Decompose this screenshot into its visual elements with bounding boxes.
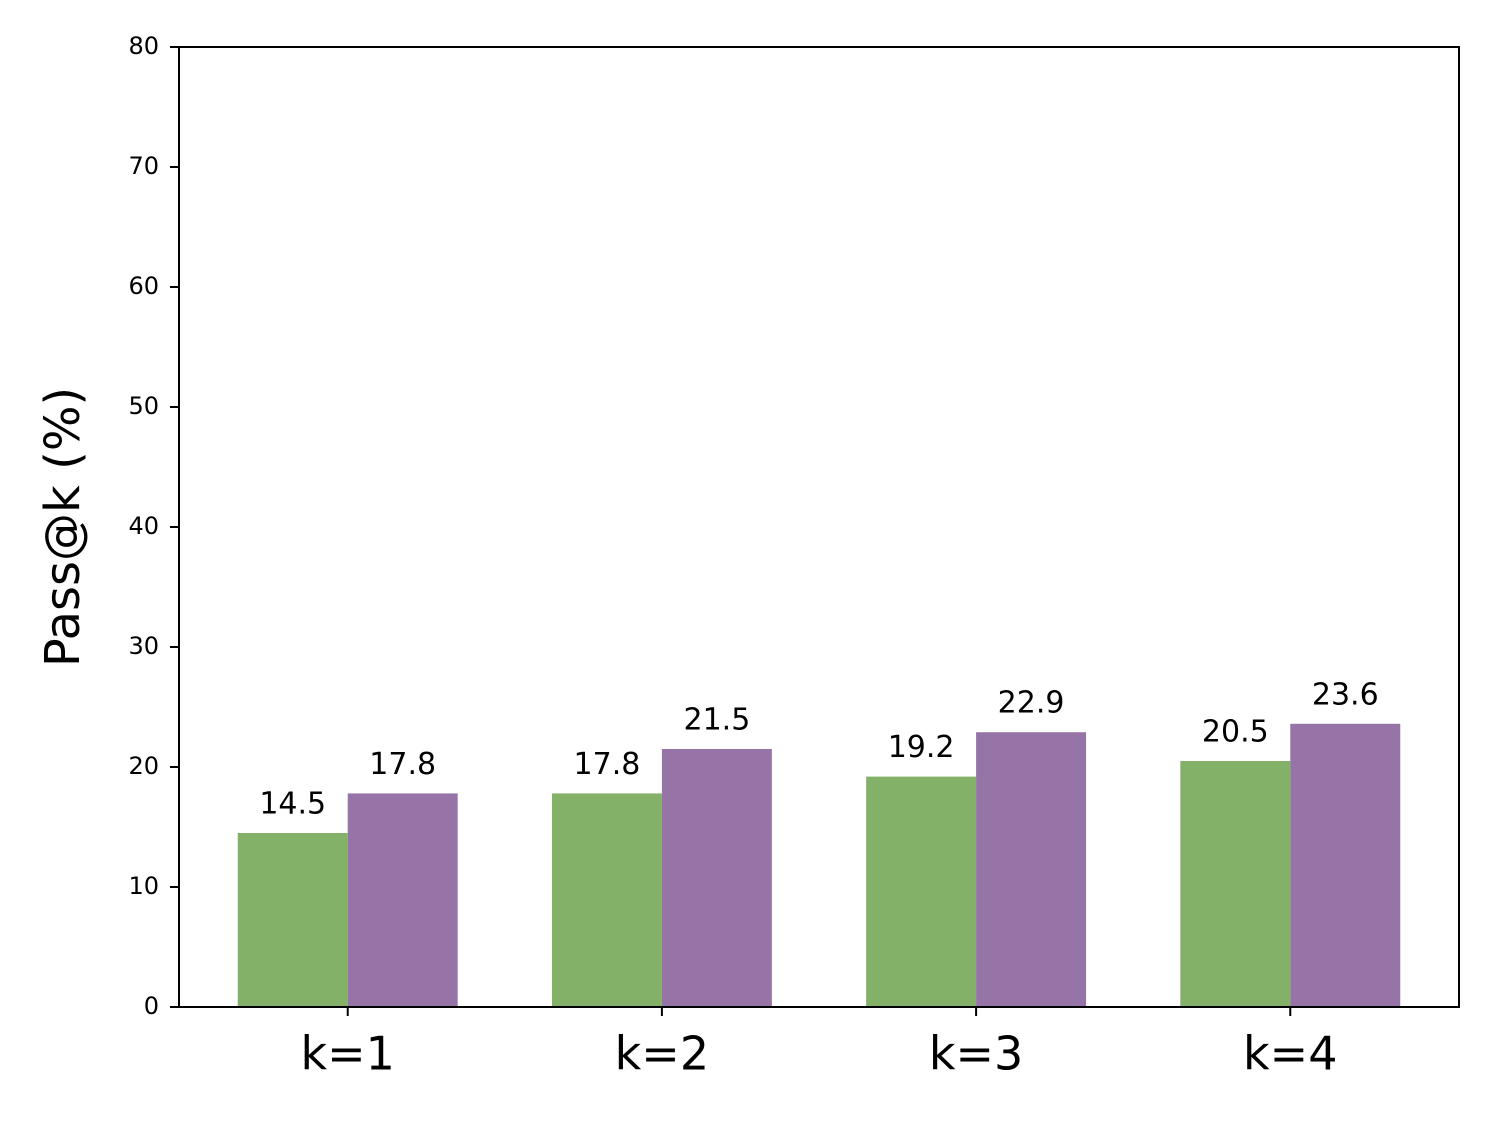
plot-frame — [178, 46, 1460, 1008]
y-tick-label: 80 — [128, 32, 159, 60]
data-label: 22.9 — [998, 686, 1065, 721]
y-tick-label: 50 — [128, 392, 159, 420]
y-tick-label: 40 — [128, 512, 159, 540]
data-label: 21.5 — [683, 703, 750, 738]
x-tick-label: k=4 — [1243, 1027, 1337, 1081]
bar — [551, 793, 662, 1007]
data-label: 14.5 — [259, 787, 326, 822]
y-axis-label: Pass@k (%) — [35, 387, 91, 667]
data-label: 17.8 — [574, 747, 641, 782]
data-label: 23.6 — [1312, 677, 1379, 712]
bar — [237, 833, 348, 1007]
bar — [347, 793, 458, 1007]
data-label: 19.2 — [888, 730, 955, 765]
x-tick-label: k=2 — [615, 1027, 709, 1081]
y-tick-label: 60 — [128, 272, 159, 300]
data-label: 17.8 — [369, 747, 436, 782]
x-tick-label: k=3 — [929, 1027, 1023, 1081]
y-tick-label: 0 — [144, 992, 159, 1020]
y-tick-label: 30 — [128, 632, 159, 660]
y-tick-label: 20 — [128, 752, 159, 780]
y-tick-label: 70 — [128, 152, 159, 180]
data-label: 20.5 — [1202, 715, 1269, 750]
bar — [866, 776, 977, 1007]
bar — [661, 749, 772, 1007]
bar — [1180, 761, 1291, 1007]
x-tick-label: k=1 — [300, 1027, 394, 1081]
bar — [976, 732, 1087, 1007]
y-tick-label: 10 — [128, 872, 159, 900]
bar — [1290, 723, 1401, 1007]
